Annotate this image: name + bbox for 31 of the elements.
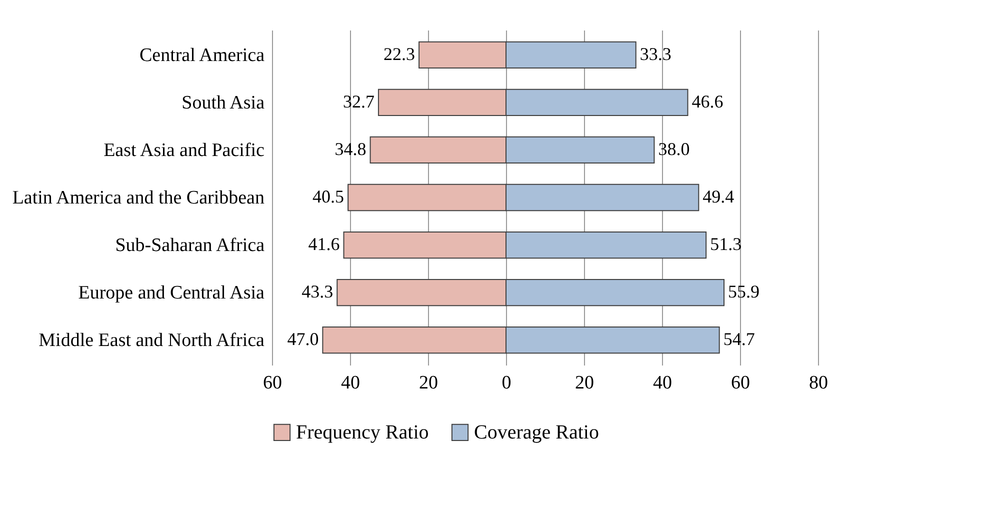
data-label: 55.9 — [728, 282, 760, 302]
x-tick-label: 40 — [653, 372, 672, 394]
data-label: 40.5 — [312, 186, 344, 206]
y-tick-label: Europe and Central Asia — [78, 282, 266, 304]
data-label: 43.3 — [302, 282, 334, 302]
y-tick-label: Middle East and North Africa — [38, 330, 266, 352]
legend-label: Frequency Ratio — [296, 421, 429, 444]
data-label: 34.8 — [334, 138, 366, 159]
data-label: 38.0 — [658, 138, 690, 159]
x-tick-label: 0 — [502, 372, 512, 394]
data-label: 22.3 — [384, 44, 416, 64]
data-label: 41.6 — [308, 234, 340, 254]
data-label: 49.4 — [702, 186, 734, 206]
legend-label: Coverage Ratio — [474, 421, 599, 444]
y-tick-label: Central America — [139, 44, 266, 66]
x-tick-label: 60 — [263, 372, 282, 394]
y-tick-label: East Asia and Pacific — [104, 140, 264, 161]
y-tick-label: Latin America and the Caribbean — [12, 188, 265, 208]
data-label: 51.3 — [710, 234, 742, 254]
data-label: 47.0 — [287, 329, 319, 350]
x-tick-label: 40 — [341, 372, 360, 394]
y-tick-label: Sub-Saharan Africa — [115, 235, 266, 256]
data-label: 46.6 — [692, 91, 724, 112]
x-tick-label: 60 — [731, 372, 750, 394]
data-label: 54.7 — [723, 329, 755, 350]
y-tick-label: South Asia — [182, 92, 266, 114]
x-tick-label: 20 — [575, 372, 594, 394]
data-label: 33.3 — [640, 44, 672, 64]
x-tick-label: 20 — [419, 372, 438, 394]
data-label: 32.7 — [342, 91, 374, 112]
x-tick-label: 80 — [809, 372, 828, 394]
